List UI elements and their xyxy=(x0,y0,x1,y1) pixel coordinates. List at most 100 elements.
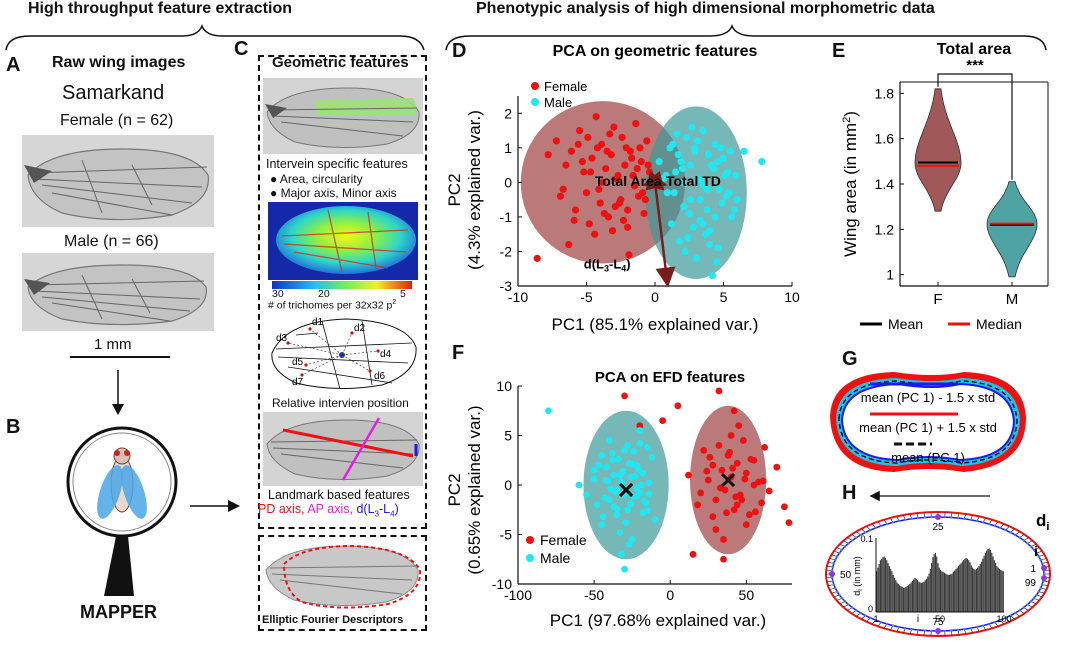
data-point-female xyxy=(745,511,753,519)
distance-bar xyxy=(937,563,939,612)
data-point-female xyxy=(591,230,599,238)
distance-bar xyxy=(901,586,903,612)
distance-bar xyxy=(927,576,929,612)
data-point-female xyxy=(636,422,644,429)
data-point-female xyxy=(685,471,692,479)
contour-point xyxy=(855,536,858,539)
legend-mean-text: mean (PC 1) xyxy=(891,450,965,465)
x-tick-label: -5 xyxy=(580,289,593,305)
contour-point xyxy=(1014,611,1017,615)
scale-bar-label: 1 mm xyxy=(94,336,132,353)
data-point-male xyxy=(687,196,695,204)
distance-bar xyxy=(918,581,920,612)
contour-point xyxy=(930,629,933,633)
right-arrow xyxy=(190,500,240,512)
distance-bar xyxy=(888,566,890,612)
distance-bar xyxy=(968,560,970,612)
y-axis-label-line2: (0.65% explained var.) xyxy=(465,405,484,574)
contour-point xyxy=(904,627,907,630)
contour-point xyxy=(840,548,844,551)
colorbar-tick-20: 20 xyxy=(318,288,330,300)
data-point-female xyxy=(624,223,632,231)
contour-point xyxy=(969,627,972,630)
labelled-contour-point xyxy=(935,628,941,634)
y-axis-label-line1: PC2 xyxy=(445,473,464,506)
data-point-male xyxy=(663,189,671,197)
data-point-female xyxy=(703,467,711,475)
data-point-male xyxy=(713,258,721,266)
contour-point xyxy=(987,522,991,526)
contour-point xyxy=(1032,548,1036,551)
distance-label-d5: d5 xyxy=(292,357,304,368)
contour-point xyxy=(885,522,889,526)
contour-point xyxy=(963,517,966,520)
distance-bar xyxy=(957,566,960,612)
distance-bar xyxy=(884,557,887,612)
point-label-50: 50 xyxy=(840,570,852,581)
pca-geometric-chart: PCA on geometric features-10 -5 0 5 10210-1-… xyxy=(445,43,800,334)
distance-bar xyxy=(961,561,963,612)
data-point-female xyxy=(600,209,608,218)
data-point-male xyxy=(645,490,653,498)
y-tick-label: 1.4 xyxy=(875,176,895,192)
y-tick-label: 5 xyxy=(504,428,512,444)
dl-axis-sub4: 4 xyxy=(390,509,395,519)
distance-bar xyxy=(919,582,921,612)
loading-label-total-td: Total TD xyxy=(666,173,721,189)
data-point-male xyxy=(628,536,636,543)
data-point-female xyxy=(552,137,560,145)
contour-point xyxy=(864,614,867,617)
data-point-male xyxy=(732,171,740,180)
data-point-male xyxy=(631,472,639,480)
data-point-female xyxy=(618,133,626,142)
data-point-male xyxy=(583,491,590,499)
contour-point xyxy=(880,524,883,528)
legend-label-mean: Mean xyxy=(888,316,923,332)
distance-bar xyxy=(969,562,971,612)
data-point-male xyxy=(655,158,663,166)
distance-bar xyxy=(881,558,883,612)
data-point-male xyxy=(689,223,697,231)
data-point-male xyxy=(725,189,733,197)
data-point-male xyxy=(721,171,729,180)
data-point-female xyxy=(636,144,644,152)
data-point-male xyxy=(717,144,725,152)
panel-letter-e: E xyxy=(832,40,846,62)
distance-bar xyxy=(942,572,944,612)
contour-point xyxy=(999,618,1002,622)
y-axis-label: Wing area (in mm2) xyxy=(841,111,860,257)
contour-point xyxy=(1035,551,1038,555)
feature-bullet-1: ● Area, circularity xyxy=(270,172,363,186)
data-point-female xyxy=(727,432,735,439)
data-point-female xyxy=(602,164,610,173)
data-point-female xyxy=(630,182,639,190)
contour-point xyxy=(975,519,979,523)
data-point-male xyxy=(545,407,552,415)
data-point-female xyxy=(565,240,573,249)
data-point-male xyxy=(634,465,642,473)
data-point-female xyxy=(739,437,747,444)
distance-bar xyxy=(979,563,981,612)
distance-bar xyxy=(916,580,919,612)
panel-letter-h: H xyxy=(842,482,857,504)
inset-x-tick-label: 50 xyxy=(935,614,945,624)
distance-bar xyxy=(956,567,958,612)
contour-point xyxy=(832,562,836,565)
data-point-female xyxy=(729,464,737,472)
data-point-male xyxy=(714,244,722,252)
colorbar-tick-5: 5 xyxy=(400,288,406,300)
data-point-male xyxy=(608,449,616,457)
confidence-ellipse-male xyxy=(583,410,669,560)
centroid-marker xyxy=(721,472,736,488)
female-count-label: Female (n = 62) xyxy=(60,112,174,129)
data-point-female xyxy=(723,509,730,517)
data-point-female xyxy=(761,443,768,451)
contour-point xyxy=(847,603,850,606)
y-tick-label: -3 xyxy=(500,278,513,294)
contour-point xyxy=(916,628,920,632)
data-point-male xyxy=(681,247,689,256)
distance-bar xyxy=(905,586,907,612)
data-point-female xyxy=(640,209,648,218)
distance-bar xyxy=(906,586,908,612)
contour-point xyxy=(1042,572,1046,576)
